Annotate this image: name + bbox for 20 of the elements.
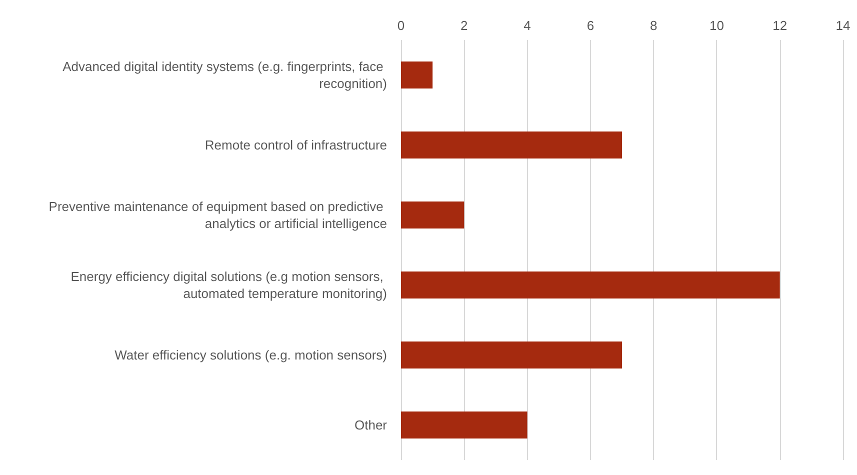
y-tick-label: Water efficiency solutions (e.g. motion sensors) [114,348,387,362]
x-tick-label: 14 [836,18,850,33]
x-tick-label: 2 [460,18,468,33]
y-tick-label: Advanced digital identity systems (e.g. fingerprints, face recognition) [62,59,387,91]
bar [401,62,433,88]
bar [401,202,464,228]
x-tick-label: 8 [650,18,658,33]
y-tick-label: Energy efficiency digital solutions (e.g motion sensors, automated temperature monitoring) [70,269,387,301]
bar [401,272,780,298]
x-tick-label: 0 [397,18,405,33]
x-tick-label: 10 [709,18,724,33]
x-tick-label: 6 [586,18,594,33]
y-tick-label: Remote control of infrastructure [204,138,387,152]
x-tick-label: 12 [772,18,788,33]
x-tick-label: 4 [524,18,531,33]
y-tick-label: Other [354,418,388,432]
y-tick-label: Preventive maintenance of equipment based on predictive analytics or artificial intelligence [48,199,387,231]
bar [401,342,622,368]
bar [401,412,528,438]
bar [401,132,622,158]
